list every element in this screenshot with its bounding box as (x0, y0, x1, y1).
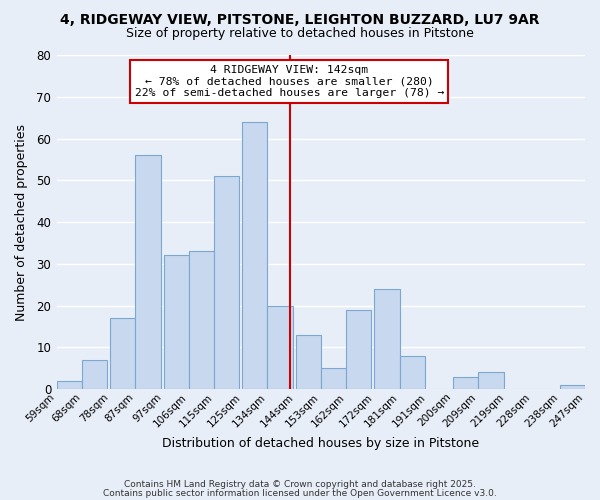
Bar (136, 155, 161, 389)
Bar (189, 251, 214, 389)
Bar (82, 360, 107, 389)
Text: Size of property relative to detached houses in Pitstone: Size of property relative to detached ho… (126, 28, 474, 40)
Bar (57, 380, 82, 389)
Bar (110, 318, 136, 389)
Text: Contains HM Land Registry data © Crown copyright and database right 2025.: Contains HM Land Registry data © Crown c… (124, 480, 476, 489)
Bar (321, 368, 346, 389)
Text: 4 RIDGEWAY VIEW: 142sqm
← 78% of detached houses are smaller (280)
22% of semi-d: 4 RIDGEWAY VIEW: 142sqm ← 78% of detache… (134, 65, 444, 98)
Text: Contains public sector information licensed under the Open Government Licence v3: Contains public sector information licen… (103, 489, 497, 498)
Bar (268, 306, 293, 389)
Bar (242, 122, 268, 389)
Y-axis label: Number of detached properties: Number of detached properties (15, 124, 28, 320)
Bar (214, 176, 239, 389)
Bar (560, 385, 585, 389)
Bar (346, 310, 371, 389)
Bar (296, 335, 321, 389)
Bar (164, 256, 189, 389)
Bar (453, 376, 478, 389)
Bar (400, 356, 425, 389)
Bar (374, 289, 400, 389)
Bar (478, 372, 503, 389)
X-axis label: Distribution of detached houses by size in Pitstone: Distribution of detached houses by size … (163, 437, 479, 450)
Text: 4, RIDGEWAY VIEW, PITSTONE, LEIGHTON BUZZARD, LU7 9AR: 4, RIDGEWAY VIEW, PITSTONE, LEIGHTON BUZ… (60, 12, 540, 26)
